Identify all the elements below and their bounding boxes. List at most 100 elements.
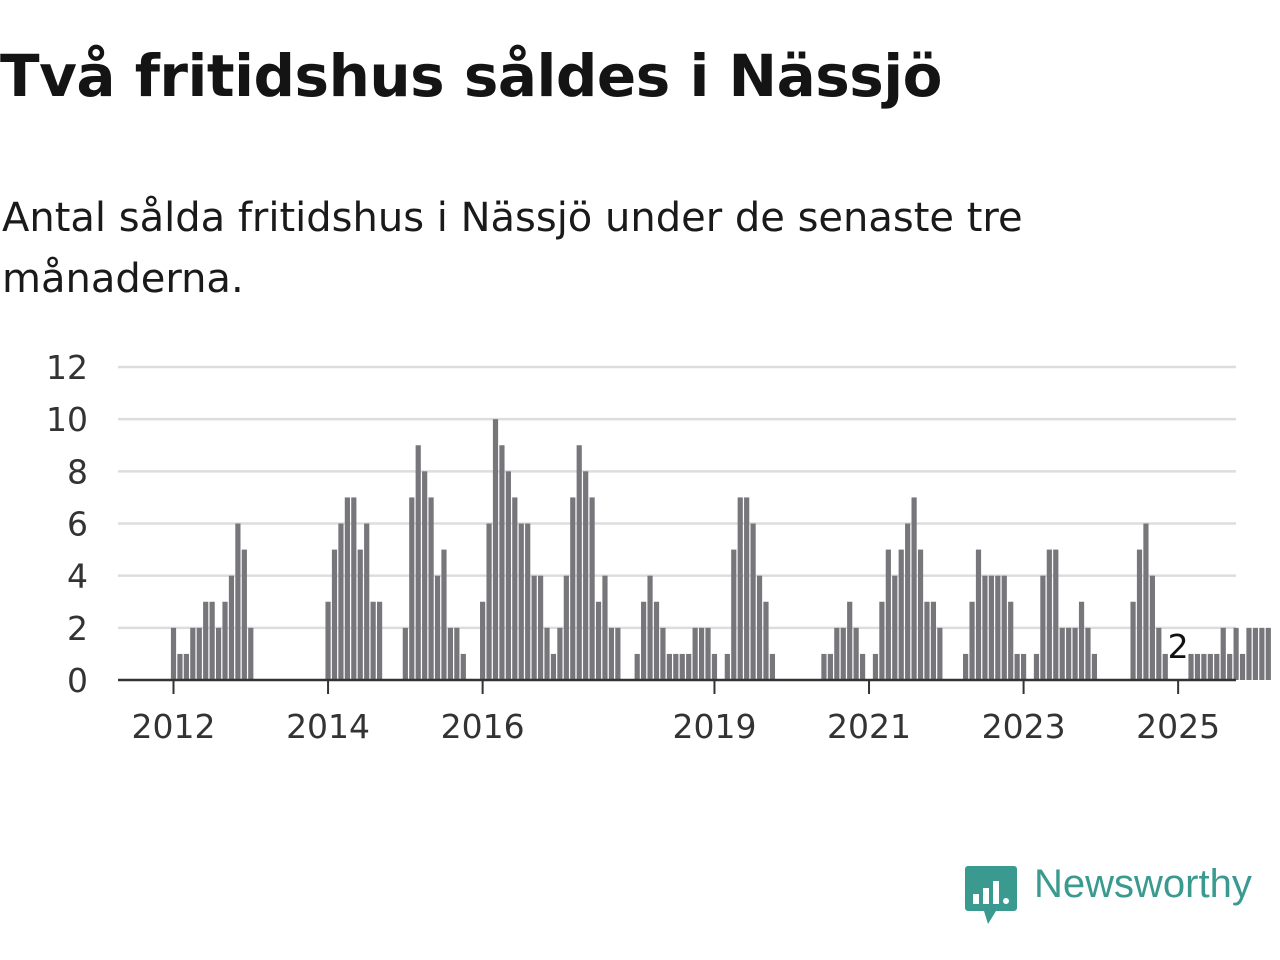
y-tick-label: 12 <box>46 348 88 387</box>
bar <box>988 575 994 680</box>
bar <box>731 549 737 680</box>
bar <box>1162 653 1168 680</box>
bar <box>898 549 904 680</box>
bar <box>963 653 969 680</box>
bar <box>512 497 518 680</box>
gridlines <box>118 365 1236 630</box>
bar <box>885 549 891 680</box>
bar <box>241 549 247 680</box>
highlight-value-label: 2 <box>1168 627 1189 666</box>
bar <box>480 601 486 680</box>
bar <box>190 627 196 680</box>
bar <box>170 627 177 680</box>
bar <box>1014 653 1020 680</box>
bar <box>1227 653 1233 680</box>
y-tick-label: 8 <box>67 452 88 491</box>
bar <box>1053 549 1059 680</box>
bar <box>248 627 254 680</box>
bar <box>222 601 228 680</box>
bar <box>653 601 660 680</box>
bar <box>641 601 647 680</box>
bar <box>924 601 930 680</box>
x-tick-label: 2016 <box>441 707 525 746</box>
bar <box>589 497 595 680</box>
bar <box>737 497 743 680</box>
bar <box>905 523 911 680</box>
bar <box>364 523 370 680</box>
bar <box>763 601 769 680</box>
bar <box>1130 601 1136 680</box>
bar <box>615 627 621 680</box>
bar <box>840 627 846 680</box>
bar <box>1072 627 1078 680</box>
x-tick-label: 2019 <box>672 707 756 746</box>
bar <box>969 601 975 680</box>
bar <box>325 601 331 680</box>
bar <box>660 627 666 680</box>
bar <box>454 627 460 680</box>
x-tick-label: 2021 <box>827 707 911 746</box>
bar <box>982 575 988 680</box>
bar <box>563 575 569 680</box>
bar <box>415 445 421 680</box>
bar <box>692 627 698 680</box>
bar <box>1136 549 1143 680</box>
y-tick-label: 0 <box>67 661 88 700</box>
bar <box>1207 653 1213 680</box>
chart-title: Två fritidshus såldes i Nässjö <box>0 42 943 110</box>
bar <box>209 601 215 680</box>
bar <box>769 653 776 680</box>
bar <box>673 653 679 680</box>
bar <box>525 523 531 680</box>
bar <box>570 497 576 680</box>
bar <box>351 497 357 680</box>
bar <box>647 575 653 680</box>
x-tick-label: 2012 <box>132 707 216 746</box>
bar <box>679 653 685 680</box>
bar <box>1033 653 1040 680</box>
bar <box>203 601 209 680</box>
bar <box>1214 653 1220 680</box>
bar <box>1156 627 1162 680</box>
bar <box>1091 653 1098 680</box>
bar <box>1194 653 1201 680</box>
bar <box>492 419 499 680</box>
bar <box>859 653 866 680</box>
bar <box>995 575 1001 680</box>
bar <box>344 497 350 680</box>
bar <box>1059 627 1065 680</box>
bar <box>834 627 840 680</box>
bar <box>422 471 428 680</box>
bar <box>634 653 640 680</box>
bar <box>1239 653 1246 680</box>
bar <box>531 575 537 680</box>
bar <box>499 445 505 680</box>
bar <box>711 653 718 680</box>
x-tick-label: 2023 <box>982 707 1066 746</box>
bar <box>196 627 202 680</box>
bar <box>1265 627 1271 680</box>
bar <box>847 601 853 680</box>
bar <box>370 601 376 680</box>
bar <box>1066 627 1072 680</box>
bar <box>686 653 692 680</box>
bar <box>409 497 415 680</box>
y-tick-label: 10 <box>46 400 88 439</box>
bar <box>518 523 524 680</box>
bar <box>1046 549 1052 680</box>
bar <box>930 601 937 680</box>
bar <box>1259 627 1265 680</box>
bar <box>428 497 434 680</box>
bar <box>608 627 615 680</box>
bar <box>821 653 827 680</box>
bar <box>1188 653 1194 680</box>
bar <box>666 653 672 680</box>
bar <box>235 523 241 680</box>
bars <box>170 419 1271 680</box>
x-tick-label: 2014 <box>286 707 370 746</box>
bar <box>357 549 363 680</box>
bar <box>911 497 917 680</box>
bar <box>1233 627 1239 680</box>
bar <box>937 627 943 680</box>
bar <box>338 523 344 680</box>
